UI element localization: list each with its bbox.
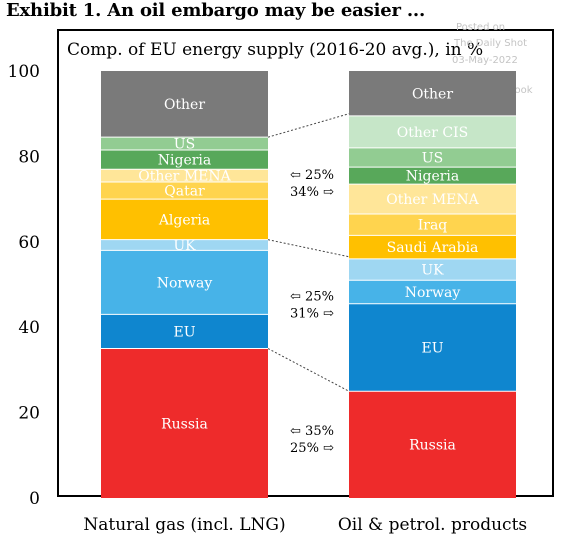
annotation-oil-share: 25% ⇨ (290, 441, 334, 456)
x-category-label: Natural gas (incl. LNG) (83, 515, 285, 535)
x-category-label: Oil & petrol. products (338, 515, 527, 535)
label-gas-us: US (174, 137, 195, 153)
y-axis: 0 20 40 60 80 100 (8, 62, 40, 509)
bar-gas-uk (101, 239, 268, 251)
y-tick-label: 60 (18, 233, 40, 253)
bar-gas-nigeria (101, 149, 268, 170)
y-tick-label: 80 (18, 147, 40, 167)
bar-gas-russia (101, 348, 268, 498)
label-gas-nigeria: Nigeria (158, 153, 212, 169)
exhibit-title: Exhibit 1. An oil embargo may be easier … (6, 0, 426, 21)
bar-gas-us (101, 137, 268, 150)
label-oil-nigeria: Nigeria (406, 169, 460, 185)
label-oil-norway: Norway (405, 285, 461, 301)
y-tick-label: 0 (29, 489, 40, 509)
bar-oil-russia (349, 391, 516, 498)
label-oil-russia: Russia (409, 438, 456, 454)
label-oil-other-cis: Other CIS (397, 125, 468, 141)
bars (101, 71, 516, 498)
label-oil-eu: EU (421, 340, 443, 356)
y-tick-label: 20 (18, 404, 40, 424)
bar-gas-eu (101, 314, 268, 349)
bar-oil-nigeria (349, 167, 516, 185)
connector-line (267, 113, 350, 138)
label-gas-qatar: Qatar (164, 184, 205, 200)
y-tick-label: 100 (8, 62, 40, 82)
connector-line (267, 239, 350, 258)
annotation-oil-share: 34% ⇨ (290, 185, 334, 200)
bar-gas-other (101, 71, 268, 138)
label-oil-other: Other (412, 86, 453, 102)
connector-line (267, 348, 350, 392)
label-gas-russia: Russia (161, 416, 208, 432)
label-gas-other: Other (164, 97, 205, 113)
bar-oil-other (349, 71, 516, 116)
connector-lines (267, 113, 350, 392)
label-gas-algeria: Algeria (158, 212, 210, 228)
watermark-date: 03-May-2022 (452, 55, 518, 66)
x-axis: Natural gas (incl. LNG) Oil & petrol. pro… (83, 515, 527, 535)
annotation-oil-share: 31% ⇨ (290, 307, 334, 322)
bar-gas-algeria (101, 199, 268, 240)
label-gas-uk: UK (173, 238, 196, 254)
label-oil-us: US (422, 150, 443, 166)
annotations: ⇦ 25% 34% ⇨ ⇦ 25% 31% ⇨ ⇦ 35% 25% ⇨ (290, 168, 334, 456)
annotation-gas-share: ⇦ 25% (290, 290, 334, 305)
bar-oil-us (349, 147, 516, 168)
chart-subtitle: Comp. of EU energy supply (2016-20 avg.)… (67, 40, 483, 60)
label-gas-eu: EU (173, 324, 195, 340)
watermark-source: The Daily Shot (453, 38, 527, 49)
bar-oil-other-cis (349, 115, 516, 148)
bar-gas-norway (101, 250, 268, 315)
label-oil-uk: UK (421, 263, 444, 279)
annotation-gas-share: ⇦ 35% (290, 424, 334, 439)
bar-gas-other-mena (101, 169, 268, 183)
label-gas-norway: Norway (157, 275, 213, 291)
label-gas-other-mena: Other MENA (138, 169, 231, 185)
label-oil-other-mena: Other MENA (386, 192, 479, 208)
bar-gas-qatar (101, 182, 268, 200)
bar-oil-other-mena (349, 184, 516, 215)
label-oil-iraq: Iraq (418, 218, 448, 234)
bar-oil-saudi-arabia (349, 235, 516, 259)
bar-oil-norway (349, 280, 516, 304)
plot-frame (57, 29, 554, 497)
bar-oil-uk (349, 258, 516, 281)
bar-oil-eu (349, 303, 516, 392)
watermark-posted: Posted on (456, 22, 505, 33)
bar-oil-iraq (349, 214, 516, 236)
y-tick-label: 40 (18, 318, 40, 338)
label-oil-saudi-arabia: Saudi Arabia (387, 240, 479, 256)
annotation-gas-share: ⇦ 25% (290, 168, 334, 183)
